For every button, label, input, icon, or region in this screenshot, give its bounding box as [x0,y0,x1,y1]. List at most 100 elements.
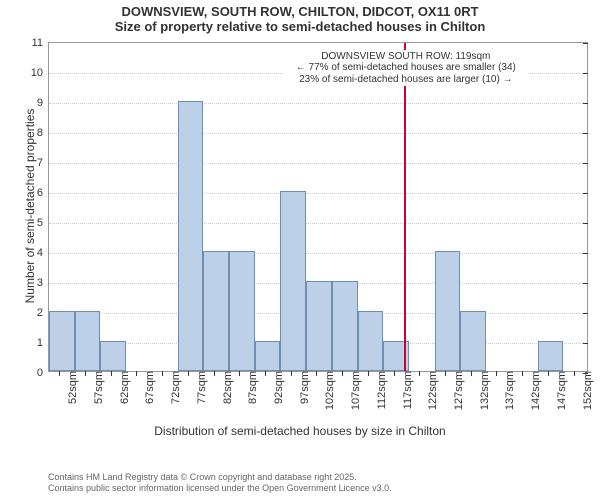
y-axis-label: Number of semi-detached properties [23,96,37,316]
plot-area: 0123456789101152sqm57sqm62sqm67sqm72sqm7… [48,42,588,372]
x-tick-mark [342,371,343,376]
y-tick-label: 0 [37,367,49,379]
histogram-bar [255,341,281,371]
x-tick-label: 82sqm [218,371,234,404]
x-tick-mark [394,371,395,376]
x-tick-label: 67sqm [140,371,156,404]
x-tick-label: 77sqm [192,371,208,404]
x-axis-label: Distribution of semi-detached houses by … [0,424,600,438]
x-tick-mark [291,371,292,376]
x-tick-mark [496,371,497,376]
y-tick-label: 1 [37,337,49,349]
credits: Contains HM Land Registry data © Crown c… [48,472,392,494]
grid-line [49,163,587,164]
y-tick-mark [583,253,588,254]
chart-titles: DOWNSVIEW, SOUTH ROW, CHILTON, DIDCOT, O… [0,4,600,34]
y-tick-mark [583,73,588,74]
y-tick-label: 9 [37,97,49,109]
histogram-bar [358,311,384,371]
x-tick-label: 97sqm [295,371,311,404]
y-tick-label: 10 [31,67,49,79]
y-tick-label: 4 [37,247,49,259]
x-tick-label: 52sqm [63,371,79,404]
x-tick-label: 57sqm [89,371,105,404]
reference-line [404,43,406,371]
histogram-bar [538,341,564,371]
x-tick-mark [59,371,60,376]
x-tick-label: 92sqm [269,371,285,404]
x-tick-mark [316,371,317,376]
x-tick-mark [239,371,240,376]
y-tick-mark [583,313,588,314]
annotation-line-1: ← 77% of semi-detached houses are smalle… [286,62,526,74]
histogram-bar [332,281,358,371]
x-tick-label: 117sqm [398,371,414,409]
histogram-bar [306,281,332,371]
x-tick-mark [368,371,369,376]
x-tick-mark [188,371,189,376]
x-tick-label: 137sqm [500,371,516,410]
grid-line [49,133,587,134]
chart-container: DOWNSVIEW, SOUTH ROW, CHILTON, DIDCOT, O… [0,0,600,500]
histogram-bar [280,191,306,371]
x-tick-mark [419,371,420,376]
y-tick-mark [583,103,588,104]
credits-line-2: Contains public sector information licen… [48,483,392,494]
y-tick-label: 5 [37,217,49,229]
grid-line [49,223,587,224]
x-tick-label: 142sqm [526,371,542,410]
annotation-line-2: 23% of semi-detached houses are larger (… [286,74,526,86]
y-tick-mark [583,163,588,164]
y-tick-mark [583,193,588,194]
x-tick-mark [265,371,266,376]
y-tick-mark [583,223,588,224]
histogram-bar [229,251,255,371]
x-tick-mark [214,371,215,376]
y-tick-label: 6 [37,187,49,199]
y-tick-mark [583,43,588,44]
histogram-bar [178,101,204,371]
y-tick-label: 11 [32,37,49,49]
y-tick-mark [583,343,588,344]
histogram-bar [435,251,461,371]
x-tick-mark [574,371,575,376]
histogram-bar [75,311,101,371]
x-tick-label: 72sqm [166,371,182,404]
x-tick-label: 62sqm [115,371,131,404]
histogram-bar [100,341,126,371]
credits-line-1: Contains HM Land Registry data © Crown c… [48,472,392,483]
x-tick-mark [445,371,446,376]
x-tick-label: 152sqm [578,371,594,410]
chart-subtitle: Size of property relative to semi-detach… [0,19,600,34]
annotation-line-0: DOWNSVIEW SOUTH ROW: 119sqm [286,51,526,63]
x-tick-mark [136,371,137,376]
annotation-box: DOWNSVIEW SOUTH ROW: 119sqm← 77% of semi… [284,50,528,87]
x-tick-mark [471,371,472,376]
y-tick-label: 8 [37,127,49,139]
x-tick-label: 102sqm [320,371,336,410]
y-tick-mark [583,283,588,284]
grid-line [49,193,587,194]
x-tick-mark [522,371,523,376]
y-tick-mark [583,133,588,134]
histogram-bar [49,311,75,371]
x-tick-label: 127sqm [449,371,465,410]
x-tick-label: 87sqm [243,371,259,404]
grid-line [49,253,587,254]
histogram-bar [203,251,229,371]
x-tick-label: 132sqm [475,371,491,410]
x-tick-mark [111,371,112,376]
grid-line [49,103,587,104]
chart-title: DOWNSVIEW, SOUTH ROW, CHILTON, DIDCOT, O… [0,4,600,19]
x-tick-label: 147sqm [552,371,568,410]
y-tick-label: 2 [37,307,49,319]
x-tick-mark [548,371,549,376]
x-tick-label: 122sqm [423,371,439,410]
x-tick-mark [162,371,163,376]
x-tick-label: 112sqm [372,371,388,409]
x-tick-label: 107sqm [346,371,362,410]
x-tick-mark [85,371,86,376]
y-tick-label: 3 [37,277,49,289]
y-tick-label: 7 [37,157,49,169]
histogram-bar [460,311,486,371]
